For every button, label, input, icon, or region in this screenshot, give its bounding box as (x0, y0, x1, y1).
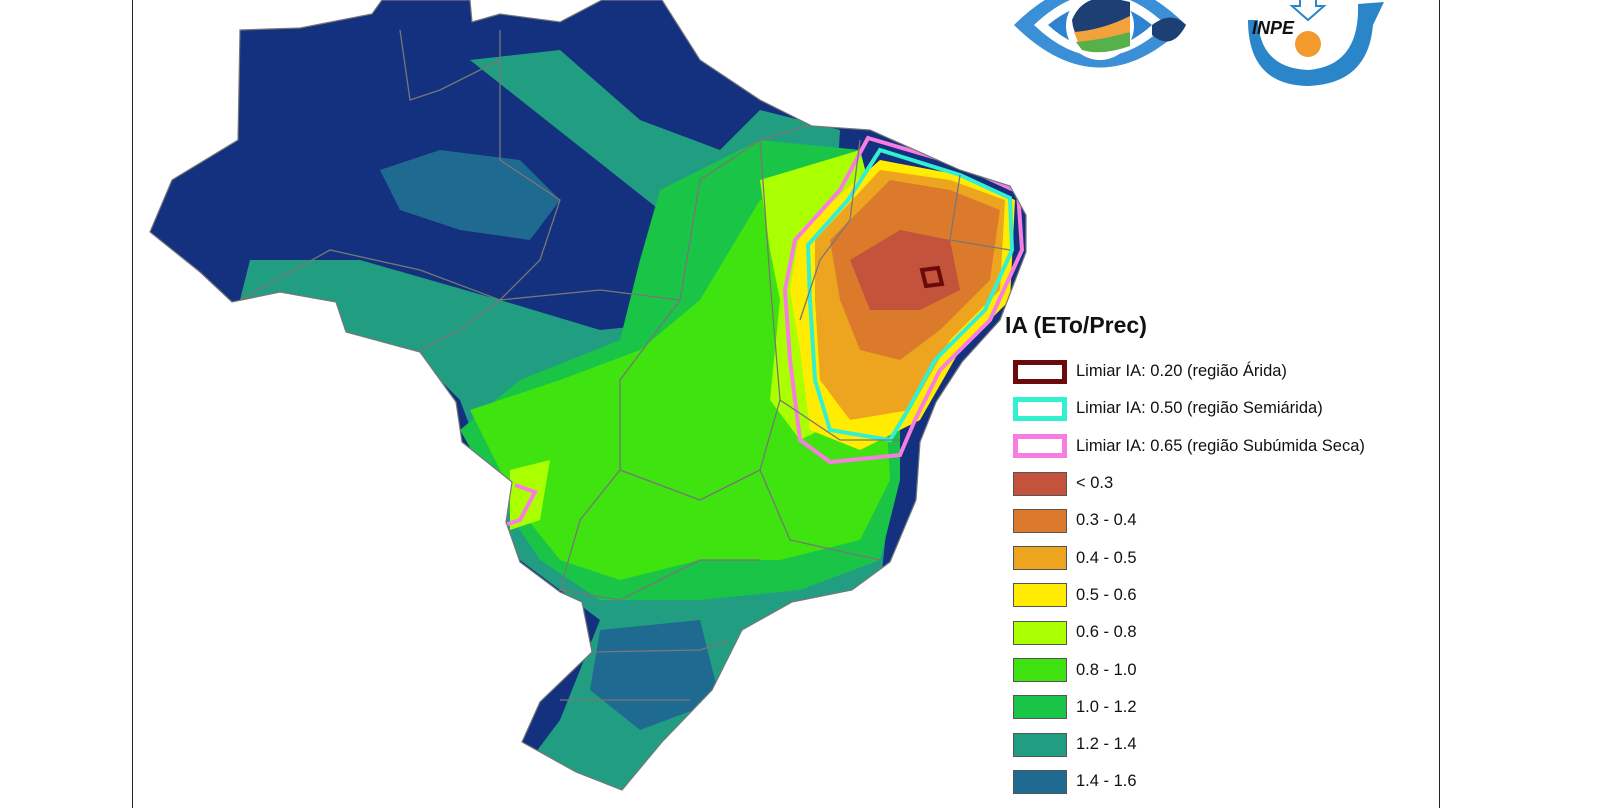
legend-label: Limiar IA: 0.65 (região Subúmida Seca) (1076, 436, 1365, 455)
legend-class-swatch (1013, 508, 1067, 533)
legend-class-swatch (1013, 695, 1067, 720)
inpe-logo-text: INPE (1252, 18, 1295, 38)
legend-threshold-swatch (1013, 434, 1067, 459)
legend-class-item: 1.4 - 1.6 (1005, 763, 1365, 800)
legend-class-item: 0.4 - 0.5 (1005, 539, 1365, 576)
legend-class-item: 0.5 - 0.6 (1005, 577, 1365, 614)
inpe-logo: INPE (1248, 0, 1384, 86)
legend-threshold-swatch (1013, 359, 1067, 384)
threshold-0.20-outline (919, 265, 945, 289)
legend-class-swatch (1013, 620, 1067, 645)
legend-label: 1.4 - 1.6 (1076, 772, 1137, 791)
legend-label: 0.3 - 0.4 (1076, 511, 1137, 530)
cptec-eye-logo (1014, 0, 1186, 68)
region-0.6-0.8 (510, 150, 880, 530)
region-1.4-1.6 (380, 150, 720, 730)
legend-class-swatch (1013, 658, 1067, 683)
legend-title: IA (ETo/Prec) (1005, 312, 1147, 338)
legend-label: 0.8 - 1.0 (1076, 660, 1137, 679)
legend-label: 0.6 - 0.8 (1076, 623, 1137, 642)
legend-label: Limiar IA: 0.20 (região Árida) (1076, 362, 1287, 381)
legend-label: 0.5 - 0.6 (1076, 585, 1137, 604)
legend-threshold-item: Limiar IA: 0.50 (região Semiárida) (1005, 390, 1365, 427)
map-frame (132, 0, 1440, 808)
legend-class-item: 1.2 - 1.4 (1005, 726, 1365, 763)
threshold-0.65-outline-west (504, 483, 538, 527)
legend-label: 1.2 - 1.4 (1076, 735, 1137, 754)
legend-class-swatch (1013, 471, 1067, 496)
legend-class-item: 0.8 - 1.0 (1005, 651, 1365, 688)
legend-threshold-item: Limiar IA: 0.65 (região Subúmida Seca) (1005, 428, 1365, 465)
legend-class-item: 1.0 - 1.2 (1005, 689, 1365, 726)
legend-label: < 0.3 (1076, 474, 1114, 493)
legend-label: 1.0 - 1.2 (1076, 697, 1137, 716)
threshold-0.65-outline (782, 135, 1025, 465)
legend-threshold-swatch (1013, 396, 1067, 421)
legend-class-swatch (1013, 583, 1067, 608)
state-borders (239, 29, 1011, 701)
region-below-0.3 (850, 230, 960, 310)
legend: IA (ETo/Prec) Limiar IA: 0.20 (região Ár… (1005, 312, 1365, 801)
legend-threshold-item: Limiar IA: 0.20 (região Árida) (1005, 353, 1365, 390)
legend-label: 0.4 - 0.5 (1076, 548, 1137, 567)
legend-class-item: < 0.3 (1005, 465, 1365, 502)
legend-class-swatch (1013, 732, 1067, 757)
legend-class-item: 0.6 - 0.8 (1005, 614, 1365, 651)
legend-class-swatch (1013, 546, 1067, 571)
legend-label: Limiar IA: 0.50 (região Semiárida) (1076, 399, 1323, 418)
legend-class-swatch (1013, 769, 1067, 794)
threshold-0.50-outline (805, 147, 1015, 443)
legend-class-item: 0.3 - 0.4 (1005, 502, 1365, 539)
